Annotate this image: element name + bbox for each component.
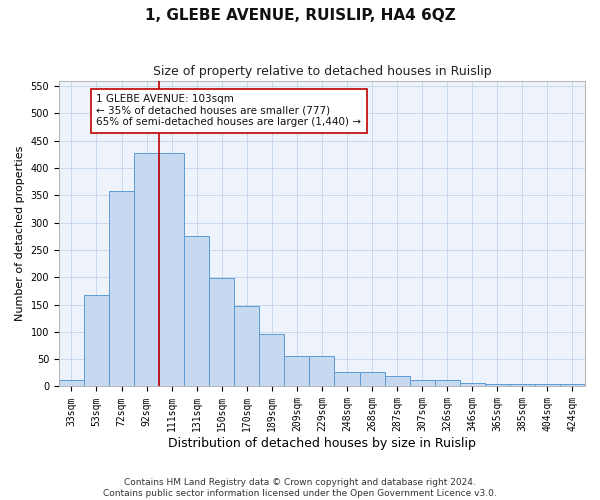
- Bar: [410, 380, 434, 386]
- Text: 1 GLEBE AVENUE: 103sqm
← 35% of detached houses are smaller (777)
65% of semi-de: 1 GLEBE AVENUE: 103sqm ← 35% of detached…: [97, 94, 361, 128]
- Bar: [485, 384, 510, 386]
- Bar: [284, 356, 310, 386]
- Bar: [334, 372, 359, 386]
- Y-axis label: Number of detached properties: Number of detached properties: [15, 146, 25, 321]
- Title: Size of property relative to detached houses in Ruislip: Size of property relative to detached ho…: [152, 65, 491, 78]
- Bar: [259, 334, 284, 386]
- Bar: [159, 152, 184, 386]
- Bar: [59, 380, 84, 386]
- Bar: [84, 294, 109, 386]
- Bar: [560, 384, 585, 386]
- Bar: [385, 376, 410, 386]
- Text: Contains HM Land Registry data © Crown copyright and database right 2024.
Contai: Contains HM Land Registry data © Crown c…: [103, 478, 497, 498]
- Bar: [359, 372, 385, 386]
- Bar: [434, 380, 460, 386]
- Bar: [510, 384, 535, 386]
- Text: 1, GLEBE AVENUE, RUISLIP, HA4 6QZ: 1, GLEBE AVENUE, RUISLIP, HA4 6QZ: [145, 8, 455, 22]
- Bar: [460, 382, 485, 386]
- X-axis label: Distribution of detached houses by size in Ruislip: Distribution of detached houses by size …: [168, 437, 476, 450]
- Bar: [535, 384, 560, 386]
- Bar: [234, 306, 259, 386]
- Bar: [209, 278, 234, 386]
- Bar: [109, 192, 134, 386]
- Bar: [134, 152, 159, 386]
- Bar: [310, 356, 334, 386]
- Bar: [184, 236, 209, 386]
